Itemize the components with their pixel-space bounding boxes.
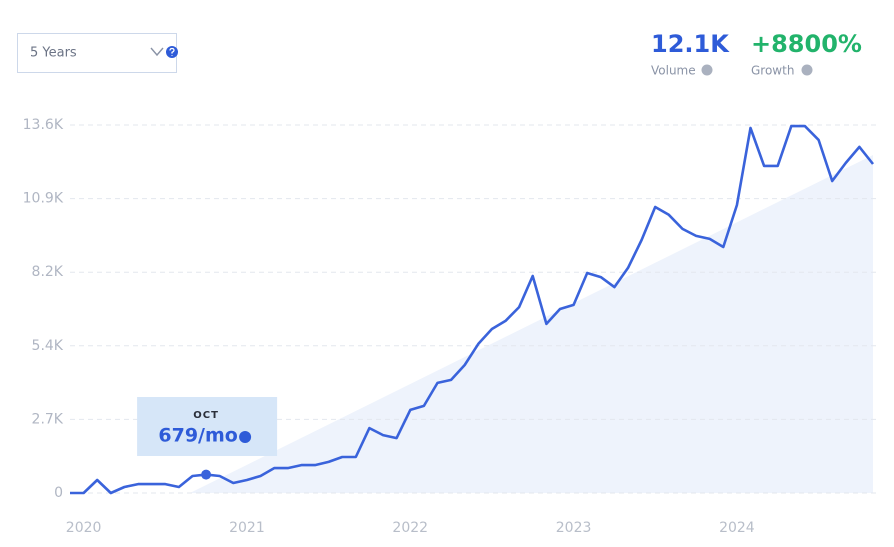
volume-value: 12.1K (651, 30, 730, 58)
y-tick-label: 2.7K (32, 411, 64, 427)
growth-label: Growth (751, 64, 794, 78)
help-glyph (169, 47, 175, 56)
tooltip (137, 397, 278, 456)
x-tick-label: 2024 (719, 520, 755, 536)
help-icon (239, 431, 252, 443)
growth-value: +8800% (751, 30, 862, 58)
help-icon[interactable] (701, 64, 713, 76)
range-dropdown[interactable] (17, 33, 177, 73)
x-tick-label: 2021 (229, 520, 265, 536)
chevron (150, 47, 164, 57)
plot: 0 2.7K 5.4K 8.2K 10.9K 13.6K 2020 2021 2022 2023 2… (23, 117, 880, 536)
y-tick-label: 8.2K (32, 264, 64, 280)
x-tick-label: 2020 (66, 520, 102, 536)
range-label: 5 Years (30, 46, 77, 61)
tooltip-value: 679/mo (158, 425, 237, 447)
highlight-point (201, 469, 212, 480)
trend-area (190, 155, 873, 493)
x-tick-label: 2023 (556, 520, 592, 536)
y-tick-label: 10.9K (23, 191, 64, 207)
y-tick-label: 5.4K (32, 338, 64, 354)
tooltip-title: OCT (193, 410, 219, 421)
help-icon[interactable] (801, 64, 813, 76)
volume-label: Volume (651, 64, 696, 78)
y-tick-label: 13.6K (23, 117, 64, 133)
x-tick-label: 2022 (392, 520, 428, 536)
y-tick-label: 0 (54, 485, 63, 501)
